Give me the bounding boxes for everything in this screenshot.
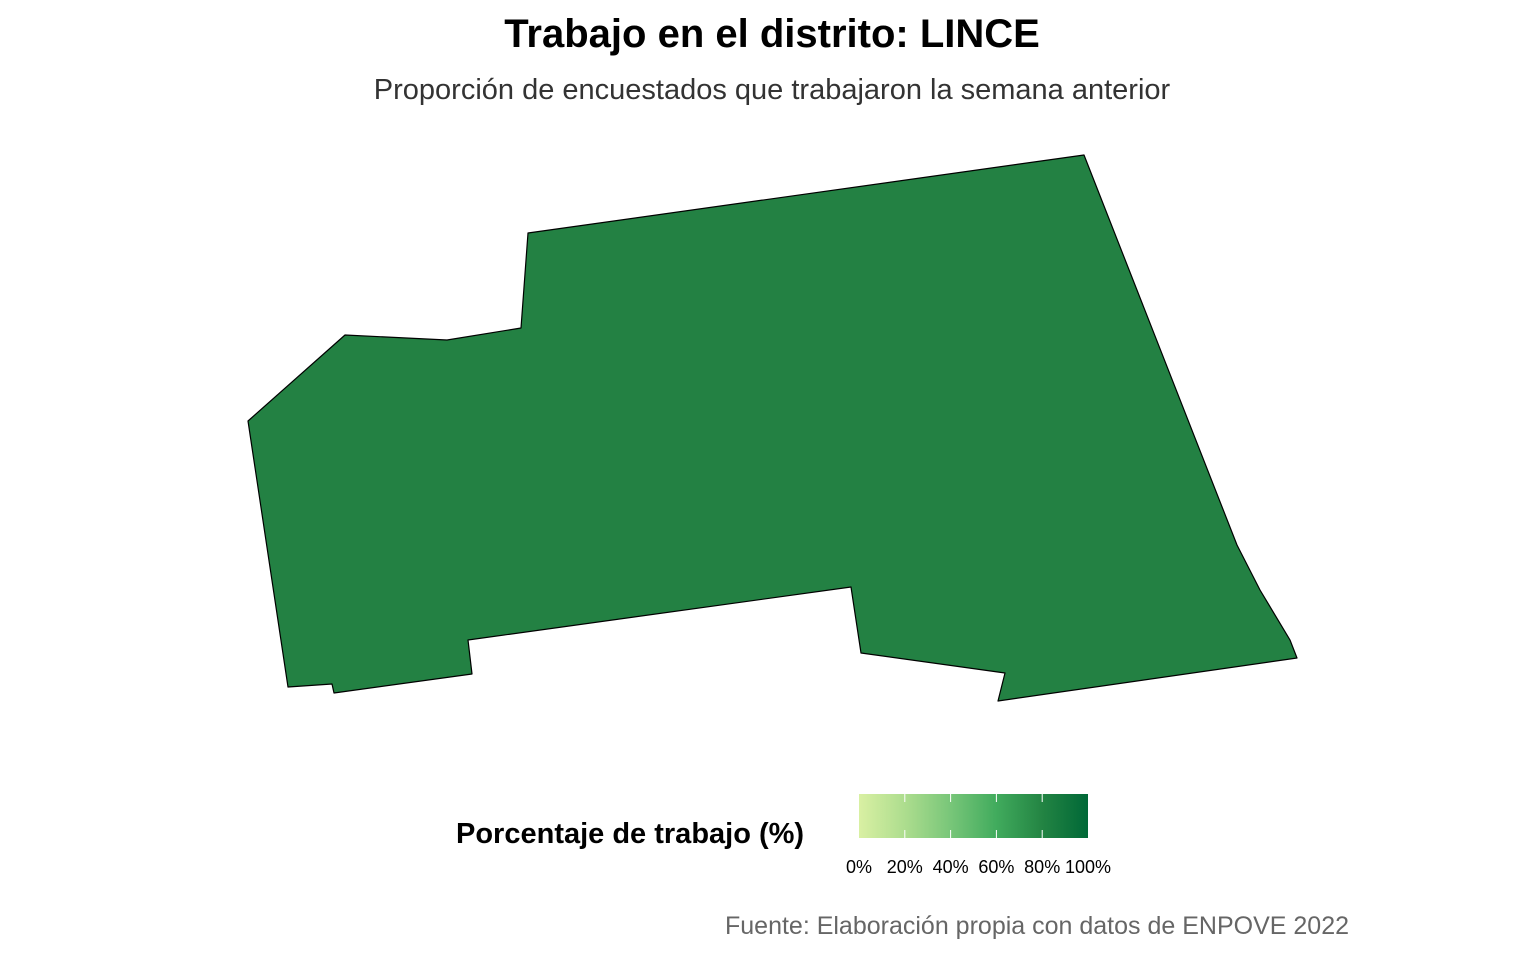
map-subtitle: Proporción de encuestados que trabajaron… xyxy=(373,74,1171,106)
legend-tick-label: 100% xyxy=(1064,857,1112,877)
legend-tick-label: 60% xyxy=(978,857,1015,877)
map-title: Trabajo en el distrito: LINCE xyxy=(504,12,1040,56)
legend-tick-label: 80% xyxy=(1024,857,1061,877)
legend-title: Porcentaje de trabajo (%) xyxy=(456,818,805,850)
district-polygon-lince xyxy=(247,154,1298,702)
legend-tick-label: 0% xyxy=(845,857,872,877)
source-caption: Fuente: Elaboración propia con datos de … xyxy=(724,912,1349,940)
legend-gradient xyxy=(859,794,1088,838)
legend-tick-marks xyxy=(904,794,1043,838)
legend-colorbar xyxy=(859,794,1088,838)
legend-tick-label: 20% xyxy=(886,857,923,877)
legend-tick-label: 40% xyxy=(932,857,969,877)
